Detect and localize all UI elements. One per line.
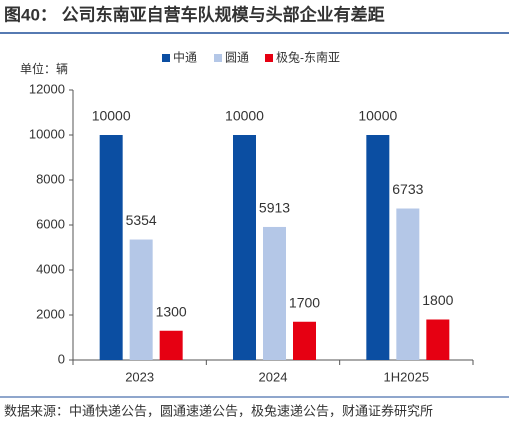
y-tick-label: 10000 — [29, 126, 65, 141]
value-label: 10000 — [225, 108, 264, 124]
y-tick-label: 4000 — [36, 261, 65, 276]
x-tick-label: 2024 — [259, 369, 288, 384]
x-tick-label: 1H2025 — [384, 369, 430, 384]
bar — [159, 330, 183, 360]
legend-swatch — [162, 54, 170, 62]
bar — [293, 321, 316, 360]
y-tick-label: 6000 — [36, 216, 65, 231]
value-label: 6733 — [392, 181, 423, 197]
y-tick-label: 2000 — [36, 306, 65, 321]
source: 数据来源：中通快递公告，圆通速递公告，极兔速递公告，财通证券研究所 — [4, 403, 433, 418]
chart-title: 图40： 公司东南亚自营车队规模与头部企业有差距 — [4, 4, 385, 24]
y-tick-label: 12000 — [29, 81, 65, 96]
y-unit-label: 单位：辆 — [20, 61, 68, 76]
bar — [396, 208, 420, 360]
legend-label: 圆通 — [225, 51, 249, 65]
y-tick-label: 0 — [58, 351, 65, 366]
bar — [366, 135, 390, 360]
legend-swatch — [214, 54, 222, 62]
x-tick-label: 2023 — [125, 369, 154, 384]
legend-label: 极兔-东南亚 — [276, 50, 340, 65]
bar — [99, 135, 123, 360]
bar — [129, 239, 153, 360]
y-tick-label: 8000 — [36, 171, 65, 186]
bar — [426, 319, 450, 360]
bar — [263, 226, 286, 360]
legend-swatch — [265, 54, 273, 62]
value-label: 10000 — [358, 108, 397, 124]
value-label: 5354 — [126, 212, 157, 228]
value-label: 10000 — [92, 108, 131, 124]
value-label: 1300 — [156, 303, 187, 319]
legend-label: 中通 — [173, 50, 197, 65]
value-label: 1800 — [422, 292, 453, 308]
bar — [233, 135, 256, 360]
value-label: 5913 — [259, 200, 290, 216]
value-label: 1700 — [289, 294, 320, 310]
